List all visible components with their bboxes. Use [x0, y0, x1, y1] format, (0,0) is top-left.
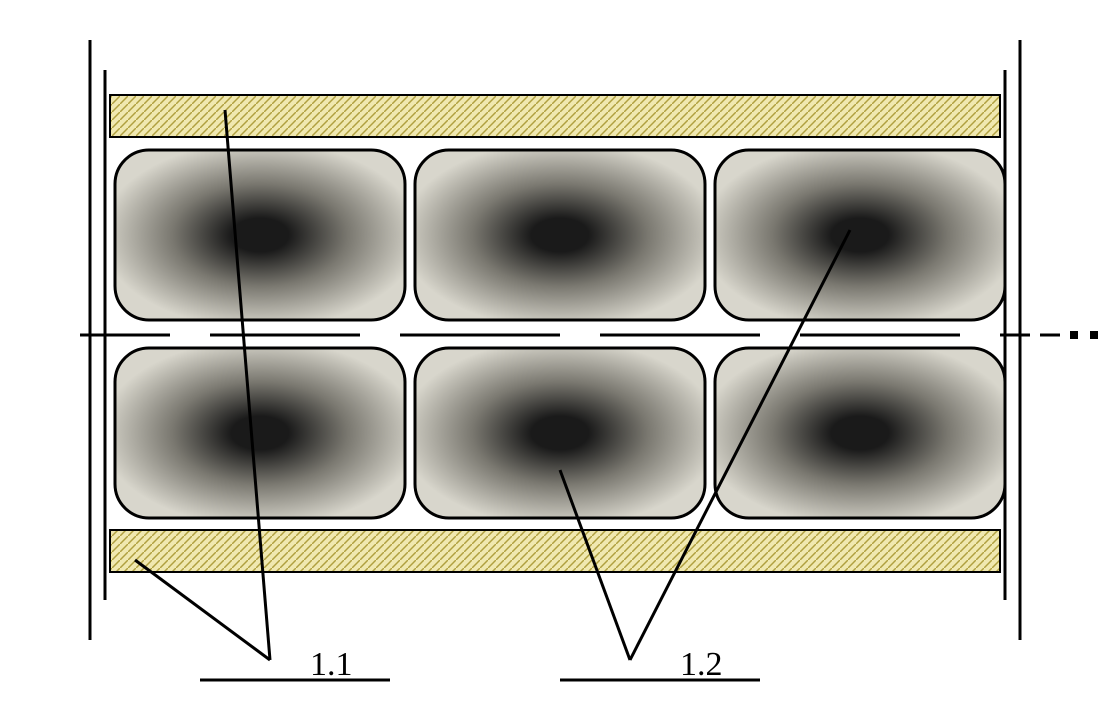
cell-r1-c2	[715, 348, 1005, 518]
cell-r0-c0	[115, 150, 405, 320]
callout-label-1.2: 1.2	[680, 646, 723, 683]
plate-top	[110, 95, 1000, 137]
cell-r0-c1	[415, 150, 705, 320]
callout-label-1.1: 1.1	[310, 646, 353, 683]
cell-r1-c0	[115, 348, 405, 518]
cell-r0-c2	[715, 150, 1005, 320]
cell-r1-c1	[415, 348, 705, 518]
plate-bottom	[110, 530, 1000, 572]
centerline-dot	[1070, 331, 1078, 339]
centerline-dot	[1090, 331, 1098, 339]
